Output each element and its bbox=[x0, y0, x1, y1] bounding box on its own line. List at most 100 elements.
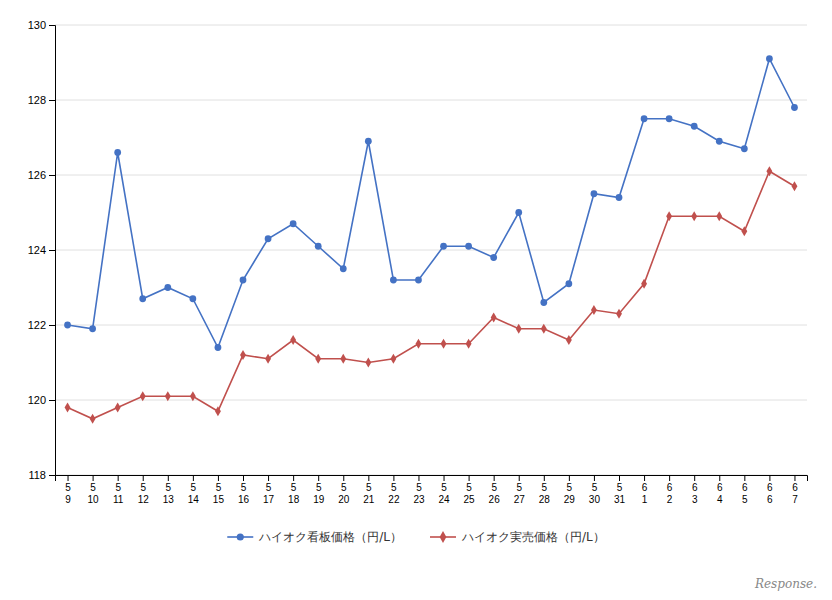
data-point bbox=[641, 279, 647, 289]
x-tick-label-line: 5 bbox=[216, 482, 222, 493]
legend-swatch-marker bbox=[237, 533, 244, 540]
x-tick-label: 510 bbox=[88, 482, 100, 505]
x-tick-mark bbox=[218, 475, 219, 481]
data-point bbox=[466, 339, 472, 349]
x-tick-mark bbox=[469, 475, 470, 481]
data-point bbox=[165, 391, 171, 401]
y-tick-label: 122 bbox=[28, 319, 46, 331]
x-tick: 63 bbox=[692, 475, 698, 505]
grid-line bbox=[55, 25, 807, 26]
legend-swatch-marker bbox=[440, 531, 447, 543]
x-tick-label: 63 bbox=[692, 482, 698, 505]
data-point bbox=[390, 277, 397, 284]
data-point bbox=[666, 211, 672, 221]
x-tick-label-line: 5 bbox=[366, 482, 372, 493]
x-tick-label-line: 5 bbox=[416, 482, 422, 493]
x-tick-mark bbox=[268, 475, 269, 481]
y-tick: 122 bbox=[28, 319, 55, 331]
data-point bbox=[415, 277, 422, 284]
x-tick-label: 515 bbox=[213, 482, 225, 505]
y-tick: 118 bbox=[28, 469, 55, 481]
x-tick-label: 521 bbox=[363, 482, 375, 505]
x-tick: 515 bbox=[213, 475, 225, 505]
y-tick: 124 bbox=[28, 244, 55, 256]
data-point bbox=[616, 194, 623, 201]
series-line bbox=[68, 171, 795, 419]
x-tick-mark bbox=[318, 475, 319, 481]
data-point bbox=[691, 123, 698, 130]
x-tick-label-line: 16 bbox=[238, 494, 250, 505]
x-tick-label-line: 6 bbox=[792, 482, 798, 493]
x-tick-mark bbox=[368, 475, 369, 481]
x-tick-label: 526 bbox=[489, 482, 501, 505]
x-tick-mark bbox=[644, 475, 645, 481]
x-tick-label-line: 31 bbox=[614, 494, 626, 505]
data-point bbox=[189, 295, 196, 302]
data-point bbox=[265, 235, 272, 242]
x-tick-mark bbox=[444, 475, 445, 481]
data-point bbox=[139, 295, 146, 302]
x-tick-label: 65 bbox=[742, 482, 748, 505]
chart: 1181201221241261281305951051151251351451… bbox=[0, 0, 832, 600]
data-point bbox=[365, 357, 371, 367]
x-tick-label: 527 bbox=[514, 482, 526, 505]
data-point bbox=[240, 350, 246, 360]
x-tick: 527 bbox=[514, 475, 526, 505]
x-tick-label: 66 bbox=[767, 482, 773, 505]
x-tick-label-line: 6 bbox=[667, 482, 673, 493]
x-tick-label-line: 5 bbox=[617, 482, 623, 493]
data-point bbox=[491, 312, 497, 322]
x-tick-label-line: 28 bbox=[539, 494, 551, 505]
x-tick-label: 64 bbox=[717, 482, 723, 505]
x-tick-label: 519 bbox=[313, 482, 325, 505]
x-tick-mark bbox=[418, 475, 419, 481]
y-tick-mark bbox=[49, 325, 55, 326]
x-tick-label-line: 24 bbox=[438, 494, 450, 505]
x-tick-mark bbox=[744, 475, 745, 481]
data-point bbox=[490, 254, 497, 261]
grid bbox=[55, 25, 807, 475]
data-point bbox=[315, 243, 322, 250]
x-tick: 511 bbox=[113, 475, 124, 505]
data-point bbox=[515, 209, 522, 216]
x-tick-label-line: 9 bbox=[65, 494, 71, 505]
data-point bbox=[766, 166, 772, 176]
x-tick-label: 61 bbox=[642, 482, 648, 505]
x-tick-label-line: 26 bbox=[489, 494, 501, 505]
x-tick-label-line: 5 bbox=[516, 482, 522, 493]
x-tick-label: 518 bbox=[288, 482, 300, 505]
x-tick-label: 531 bbox=[614, 482, 626, 505]
x-tick-label-line: 5 bbox=[316, 482, 322, 493]
legend-item: ハイオク実売価格（円/L） bbox=[430, 530, 605, 544]
y-tick-label: 120 bbox=[28, 394, 46, 406]
data-point bbox=[265, 354, 271, 364]
x-tick-label-line: 5 bbox=[166, 482, 172, 493]
x-tick-label-line: 27 bbox=[514, 494, 526, 505]
x-tick-label-line: 14 bbox=[188, 494, 200, 505]
data-point bbox=[290, 335, 296, 345]
legend: ハイオク看板価格（円/L）ハイオク実売価格（円/L） bbox=[227, 530, 604, 544]
x-tick: 513 bbox=[163, 475, 175, 505]
data-point bbox=[114, 149, 121, 156]
x-tick: 510 bbox=[88, 475, 100, 505]
x-tick-label-line: 5 bbox=[115, 482, 121, 493]
y-tick-label: 124 bbox=[28, 244, 46, 256]
x-tick: 59 bbox=[65, 475, 71, 505]
data-point bbox=[591, 305, 597, 315]
x-tick-label-line: 3 bbox=[692, 494, 698, 505]
x-tick-label-line: 6 bbox=[742, 482, 748, 493]
data-point bbox=[89, 325, 96, 332]
x-tick-mark bbox=[694, 475, 695, 481]
y-axis-line bbox=[49, 26, 56, 476]
x-axis: 5951051151251351451551651751851952052152… bbox=[56, 475, 808, 505]
y-tick-mark bbox=[49, 400, 55, 401]
x-tick: 66 bbox=[767, 475, 773, 505]
data-point bbox=[365, 138, 372, 145]
x-tick-label: 529 bbox=[564, 482, 576, 505]
x-tick: 520 bbox=[338, 475, 350, 505]
x-tick: 512 bbox=[138, 475, 150, 505]
x-axis-line bbox=[56, 476, 808, 482]
y-tick-mark bbox=[49, 25, 55, 26]
y-tick-label: 128 bbox=[28, 94, 46, 106]
data-point bbox=[641, 115, 648, 122]
